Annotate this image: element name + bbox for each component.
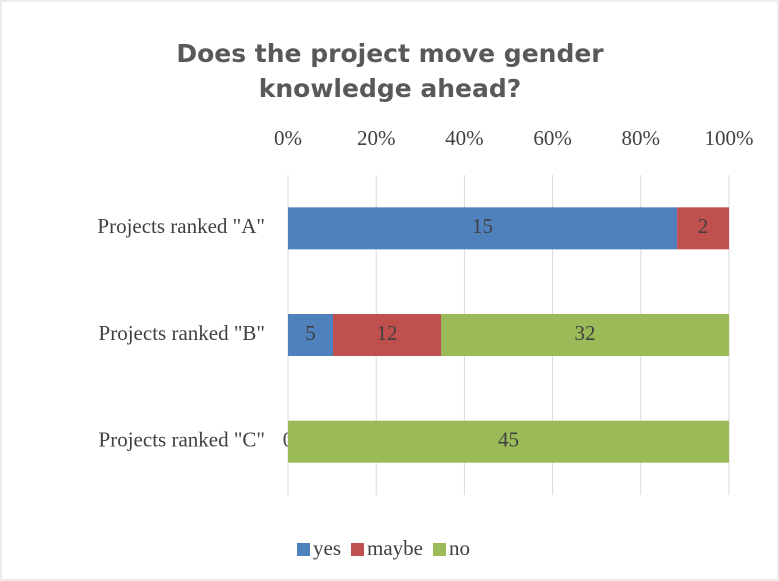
bar-segment — [288, 420, 729, 463]
legend-swatch — [432, 543, 446, 556]
data-label: 12 — [377, 321, 398, 345]
data-label: 45 — [498, 427, 519, 451]
y-tick-label: Projects ranked "B" — [99, 321, 265, 345]
y-tick-label: Projects ranked "A" — [97, 214, 265, 238]
x-tick-label: 20% — [357, 126, 396, 150]
data-label: 15 — [472, 214, 493, 238]
data-label: 32 — [575, 321, 596, 345]
legend-label: no — [449, 536, 470, 560]
legend-swatch — [351, 543, 364, 556]
bar-segment — [288, 314, 333, 356]
y-tick-label: Projects ranked "C" — [99, 427, 265, 451]
legend-label: maybe — [367, 536, 423, 560]
bar-segment — [333, 314, 441, 356]
legend-label: yes — [313, 536, 341, 560]
x-tick-label: 100% — [705, 126, 754, 150]
bar-segment — [677, 207, 729, 250]
bar-segment — [441, 314, 729, 356]
x-tick-label: 40% — [445, 126, 484, 150]
x-tick-label: 60% — [533, 126, 572, 150]
bar-segment — [288, 207, 678, 250]
legend-swatch — [297, 543, 310, 556]
chart-title: Does the project move gender knowledge a… — [176, 39, 604, 103]
x-tick-label: 80% — [622, 126, 661, 150]
x-tick-label: 0% — [274, 126, 302, 150]
data-label: 2 — [698, 214, 709, 238]
data-label: 5 — [305, 321, 316, 345]
